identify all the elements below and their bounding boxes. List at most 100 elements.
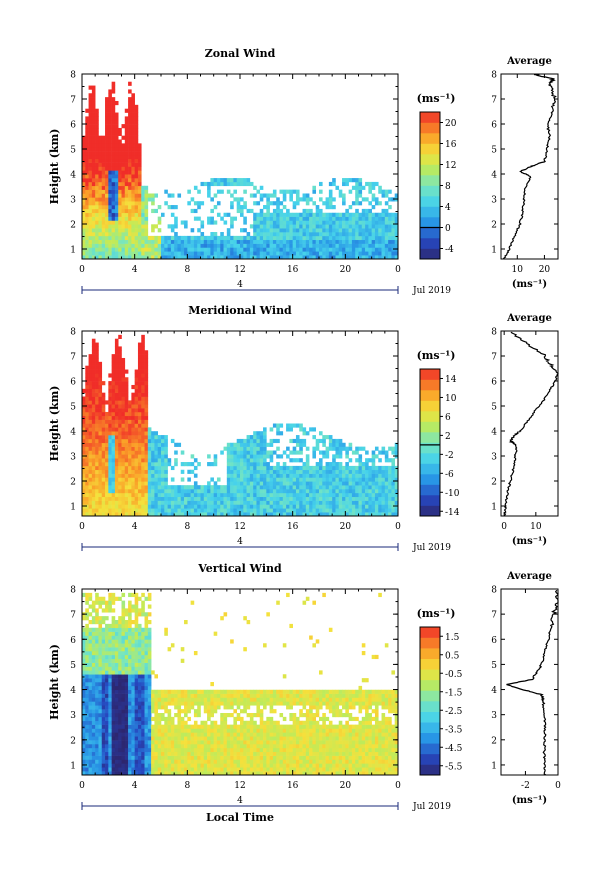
heatmap-cell <box>101 139 106 144</box>
heatmap-cell <box>128 458 132 463</box>
heatmap-cell <box>374 228 379 233</box>
heatmap-cell <box>95 658 99 663</box>
heatmap-cell <box>111 408 116 413</box>
heatmap-cell <box>249 481 254 486</box>
heatmap-cell <box>253 212 257 217</box>
heatmap-cell <box>243 216 247 221</box>
heatmap-cell <box>233 235 238 241</box>
heatmap-cell <box>98 251 103 256</box>
heatmap-cell <box>91 701 96 706</box>
heatmap-cell <box>282 255 287 260</box>
heatmap-cell <box>220 496 224 501</box>
heatmap-cell <box>98 771 103 776</box>
heatmap-cell <box>131 604 135 609</box>
heatmap-cell <box>259 458 264 463</box>
heatmap-cell <box>118 643 122 648</box>
heatmap-cell <box>124 469 129 474</box>
heatmap-cell <box>365 197 369 202</box>
heatmap-cell <box>108 216 112 221</box>
heatmap-cell <box>263 462 267 467</box>
heatmap-cell <box>118 666 122 671</box>
heatmap-cell <box>131 767 135 772</box>
heatmap-cell <box>256 435 261 440</box>
heatmap-cell <box>236 181 241 187</box>
heatmap-cell <box>147 458 152 463</box>
heatmap-cell <box>328 489 333 494</box>
heatmap-cell <box>213 251 218 256</box>
heatmap-cell <box>190 235 195 241</box>
heatmap-cell <box>85 647 89 652</box>
heatmap-cell <box>348 504 353 509</box>
heatmap-cell <box>213 193 218 198</box>
heatmap-cell <box>124 154 129 160</box>
heatmap-cell <box>223 235 228 241</box>
heatmap-cell <box>141 639 145 644</box>
heatmap-cell <box>141 635 145 640</box>
heatmap-cell <box>309 473 313 478</box>
heatmap-cell <box>85 662 89 667</box>
heatmap-cell <box>319 228 323 233</box>
heatmap-cell <box>101 635 106 640</box>
heatmap-cell <box>147 438 152 444</box>
heatmap-cell <box>226 462 231 467</box>
heatmap-cell <box>319 239 323 244</box>
heatmap-cell <box>105 651 109 656</box>
heatmap-cell <box>98 174 103 179</box>
heatmap-cell <box>266 216 270 221</box>
heatmap-cell <box>85 212 89 217</box>
heatmap-cell <box>121 431 126 436</box>
heatmap-cell <box>259 185 264 190</box>
heatmap-cell <box>128 170 132 175</box>
heatmap-cell <box>141 373 145 378</box>
heatmap-cell <box>91 654 96 660</box>
heatmap-cell <box>124 189 129 194</box>
heatmap-cell <box>374 446 379 451</box>
heatmap-cell <box>91 189 96 194</box>
heatmap-cell <box>134 369 139 374</box>
heatmap-cell <box>253 442 257 447</box>
heatmap-cell <box>131 477 135 482</box>
heatmap-cell <box>236 239 241 244</box>
heatmap-cell <box>134 477 139 482</box>
heatmap-cell <box>378 450 382 455</box>
heatmap-cell <box>124 728 129 733</box>
heatmap-cell <box>111 450 116 455</box>
heatmap-cell <box>128 728 132 733</box>
heatmap-cell <box>128 166 132 171</box>
heatmap-cell <box>88 415 93 420</box>
heatmap-cell <box>332 496 336 501</box>
heatmap-cell <box>88 670 93 675</box>
heatmap-cell <box>249 247 254 252</box>
heatmap-cell <box>91 255 96 260</box>
heatmap-cell <box>295 224 300 229</box>
heatmap-cell <box>286 473 290 478</box>
heatmap-cell <box>351 247 356 252</box>
heatmap-cell <box>131 174 135 179</box>
heatmap-cell <box>131 631 135 636</box>
heatmap-cell <box>95 377 99 382</box>
heatmap-cell <box>121 357 126 363</box>
heatmap-cell <box>282 205 287 210</box>
heatmap-cell <box>134 216 139 221</box>
heatmap-cell <box>315 255 320 260</box>
heatmap-cell <box>365 216 369 221</box>
heatmap-cell <box>371 228 376 233</box>
heatmap-cell <box>302 239 307 244</box>
heatmap-cell <box>88 131 93 136</box>
heatmap-cell <box>137 450 142 455</box>
heatmap-cell <box>305 504 310 509</box>
heatmap-cell <box>295 492 300 498</box>
heatmap-cell <box>348 220 353 225</box>
heatmap-cell <box>111 108 116 113</box>
heatmap-cell <box>154 473 159 478</box>
heatmap-cell <box>114 678 119 683</box>
heatmap-cell <box>82 689 86 694</box>
heatmap-cell <box>124 243 129 248</box>
heatmap-cell <box>154 243 159 248</box>
heatmap-cell <box>256 239 261 244</box>
heatmap-cell <box>128 670 132 675</box>
heatmap-cell <box>141 255 145 260</box>
heatmap-cell <box>101 508 106 513</box>
heatmap-cell <box>266 220 270 225</box>
heatmap-cell <box>128 462 132 467</box>
